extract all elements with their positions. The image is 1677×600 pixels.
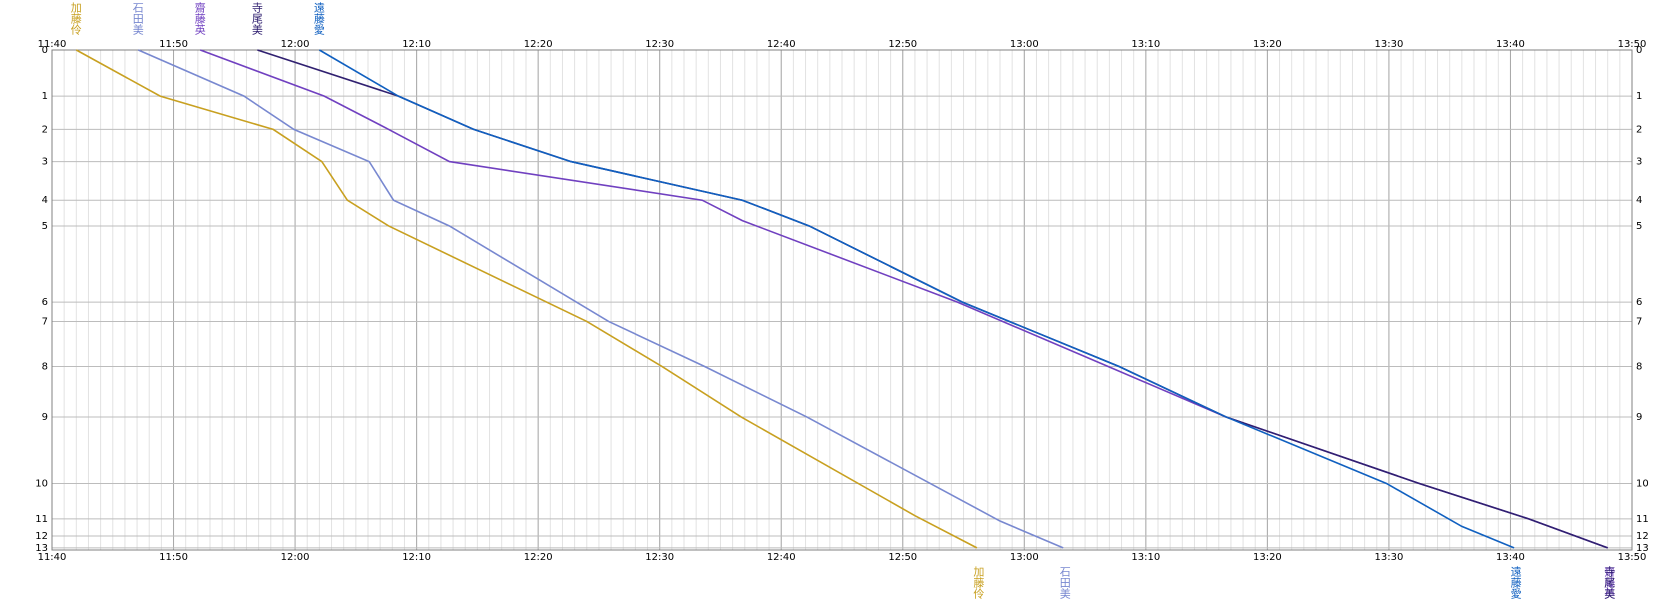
x-tick-label: 13:20: [1253, 552, 1282, 563]
series-line: [75, 49, 978, 549]
x-tick-label: 13:00: [1010, 552, 1039, 563]
x-tick-label: 12:50: [888, 39, 917, 50]
x-tick-label: 12:10: [402, 552, 431, 563]
y-tick-label: 8: [1636, 362, 1642, 373]
x-tick-label: 11:50: [159, 552, 188, 563]
x-tick-label: 13:50: [1618, 39, 1647, 50]
y-tick-label: 3: [42, 157, 48, 168]
y-tick-label: 8: [42, 362, 48, 373]
y-tick-label: 2: [1636, 124, 1642, 135]
series-line: [257, 49, 1608, 549]
x-tick-label: 13:40: [1496, 552, 1525, 563]
x-tick-label: 12:00: [281, 39, 310, 50]
y-tick-label: 0: [1636, 45, 1642, 56]
x-tick-label: 12:40: [767, 552, 796, 563]
series-line: [199, 49, 1608, 549]
x-tick-label: 12:20: [524, 39, 553, 50]
y-tick-label: 10: [1636, 478, 1649, 489]
x-tick-label: 12:30: [645, 39, 674, 50]
x-tick-label: 12:50: [888, 552, 917, 563]
x-tick-label: 13:00: [1010, 39, 1039, 50]
series-name-start: 遠藤愛: [312, 2, 325, 36]
series-name-start: 齋藤英: [193, 1, 206, 36]
x-tick-label: 13:10: [1131, 552, 1160, 563]
y-tick-label: 7: [1636, 316, 1642, 327]
x-tick-label: 13:30: [1375, 39, 1404, 50]
series-name-end: 齋藤英: [1603, 565, 1616, 600]
y-tick-label: 4: [42, 195, 48, 206]
series-name-end: 寺尾美: [1603, 566, 1616, 599]
series-name-end: 加藤伶: [972, 566, 985, 600]
y-tick-label: 9: [42, 412, 48, 423]
y-tick-label: 1: [42, 91, 48, 102]
y-tick-label: 2: [42, 124, 48, 135]
plot-frame: [51, 49, 1633, 551]
y-tick-label: 10: [35, 478, 48, 489]
x-tick-label: 13:50: [1618, 552, 1647, 563]
y-tick-label: 0: [42, 45, 48, 56]
series-name-start: 加藤伶: [69, 2, 82, 36]
y-tick-label: 1: [1636, 91, 1642, 102]
y-tick-label: 11: [35, 514, 48, 525]
y-tick-label: 6: [1636, 297, 1642, 308]
series-line: [137, 49, 1064, 549]
y-tick-label: 9: [1636, 412, 1642, 423]
x-tick-label: 12:20: [524, 552, 553, 563]
x-tick-label: 13:30: [1375, 552, 1404, 563]
x-tick-label: 11:50: [159, 39, 188, 50]
series-name-end: 石田美: [1058, 566, 1071, 599]
y-tick-label: 11: [1636, 514, 1649, 525]
x-tick-label: 13:20: [1253, 39, 1282, 50]
y-tick-label: 3: [1636, 157, 1642, 168]
x-tick-label: 11:40: [38, 39, 67, 50]
y-tick-label: 5: [1636, 221, 1642, 232]
series-name-end: 遠藤愛: [1509, 566, 1522, 600]
x-tick-label: 12:00: [281, 552, 310, 563]
y-tick-label: 13: [35, 543, 48, 554]
x-tick-label: 12:30: [645, 552, 674, 563]
y-tick-label: 12: [1636, 531, 1649, 542]
x-tick-label: 13:40: [1496, 39, 1525, 50]
y-tick-label: 6: [42, 297, 48, 308]
series-name-start: 石田美: [131, 2, 144, 35]
x-tick-label: 12:40: [767, 39, 796, 50]
y-tick-label: 7: [42, 316, 48, 327]
x-tick-label: 13:10: [1131, 39, 1160, 50]
y-tick-label: 5: [42, 221, 48, 232]
y-tick-label: 12: [35, 531, 48, 542]
y-tick-label: 13: [1636, 543, 1649, 554]
series-line: [318, 49, 1515, 549]
series-name-start: 寺尾美: [250, 2, 263, 35]
x-tick-label: 11:40: [38, 552, 67, 563]
y-tick-label: 4: [1636, 195, 1642, 206]
x-tick-label: 12:10: [402, 39, 431, 50]
